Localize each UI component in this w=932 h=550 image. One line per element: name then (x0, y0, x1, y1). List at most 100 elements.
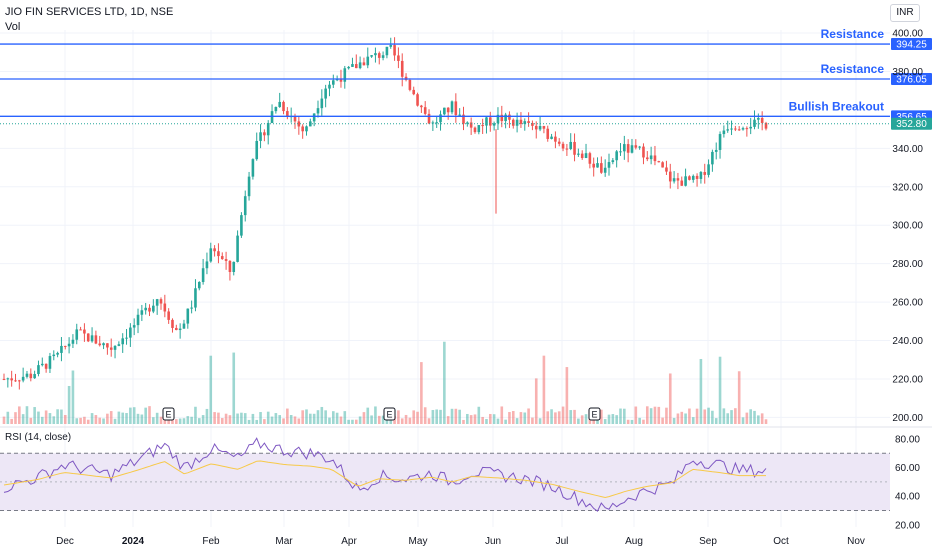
candle-body (515, 119, 519, 126)
volume-bar (328, 417, 331, 424)
candle-body (102, 343, 105, 346)
candle-body (592, 163, 595, 168)
volume-bar (14, 412, 17, 424)
candle-body (523, 121, 527, 124)
candle-body (542, 126, 546, 129)
candle-body (148, 307, 151, 312)
candle-body (630, 145, 634, 153)
volume-bar (745, 412, 749, 424)
candle-body (665, 167, 668, 172)
x-tick-label: 2024 (122, 536, 145, 547)
volume-bar (374, 406, 377, 424)
x-tick-label: Apr (341, 536, 357, 547)
volume-bar (611, 414, 615, 424)
candle-body (117, 344, 121, 346)
candle-body (642, 146, 645, 158)
volume-bar (580, 415, 584, 424)
candle-body (534, 125, 538, 130)
volume-bar (247, 419, 251, 424)
volume-bar (159, 416, 163, 424)
currency-button[interactable]: INR (890, 4, 920, 22)
volume-label: Vol (5, 21, 21, 33)
candle-body (688, 176, 691, 180)
rsi-pane (0, 437, 890, 512)
x-tick-label: Mar (275, 536, 293, 547)
x-tick-label: Dec (56, 536, 74, 547)
candle-body (209, 248, 213, 262)
candle-body (56, 352, 59, 355)
candle-body (358, 62, 362, 69)
volume-bar (201, 415, 205, 424)
candle-body (175, 327, 178, 331)
candle-body (37, 365, 40, 375)
candle-body (182, 323, 186, 329)
volume-bar (665, 407, 668, 424)
volume-bar (251, 413, 255, 424)
volume-bar (21, 414, 25, 424)
rsi-ma-line (3, 460, 766, 499)
candle-body (121, 338, 125, 345)
candle-body (588, 153, 592, 164)
candle-body (473, 127, 477, 133)
candle-body (676, 178, 680, 181)
volume-bar (531, 417, 534, 424)
candle-body (760, 117, 764, 123)
candle-body (33, 374, 36, 379)
volume-bar (152, 417, 155, 424)
volume-bar (653, 406, 657, 424)
axes: 400.00 380.00 340.00 320.00 300.00 280.00 260.… (56, 29, 923, 548)
volume-bar (691, 417, 695, 424)
candle-body (2, 378, 6, 380)
volume-bar (282, 418, 285, 424)
candle-body (163, 303, 167, 312)
volume-bar (584, 414, 588, 424)
volume-bar (443, 341, 446, 424)
volume-bar (113, 418, 117, 424)
volume-bar (634, 406, 638, 424)
volume-bar (477, 406, 481, 424)
candle-body (67, 343, 71, 347)
candle-body (132, 325, 136, 328)
candle-body (282, 101, 285, 112)
volume-bar (500, 406, 504, 424)
candle-body (10, 378, 13, 381)
volume-bar (657, 406, 661, 424)
volume-bar (213, 412, 216, 424)
earnings-marker (383, 407, 396, 421)
candle-body (400, 60, 404, 77)
level-annotation: Resistance (821, 62, 885, 76)
volume-bar (362, 412, 366, 424)
candle-body (79, 329, 82, 331)
volume-bar (320, 406, 324, 424)
volume-bar (603, 419, 607, 424)
candle-body (489, 117, 492, 126)
earnings-marker (588, 407, 601, 421)
candle-body (603, 167, 607, 173)
candle-body (546, 128, 550, 139)
volume-bar (56, 409, 59, 424)
volume-bar (504, 419, 507, 424)
candle-body (623, 144, 626, 152)
volume-bar (236, 413, 239, 424)
volume-bar (714, 418, 718, 424)
volume-bar (18, 406, 21, 424)
volume-bar (569, 410, 573, 424)
volume-bar (209, 355, 213, 424)
candle-body (155, 299, 159, 306)
volume-bar (121, 412, 125, 424)
candle-body (718, 134, 722, 150)
price-tick-label: 280.00 (892, 259, 923, 270)
candle-body (351, 64, 354, 67)
volume-bar (79, 417, 82, 424)
volume-bar (263, 419, 266, 424)
volume-bar (550, 409, 553, 424)
candle-body (726, 129, 730, 131)
rsi-label: RSI (14, close) (5, 432, 72, 443)
candle-body (178, 328, 182, 331)
volume-bar (332, 411, 335, 424)
candle-body (557, 141, 561, 144)
candle-body (362, 62, 366, 66)
volume-bar (607, 414, 611, 424)
candle-body (446, 107, 450, 113)
